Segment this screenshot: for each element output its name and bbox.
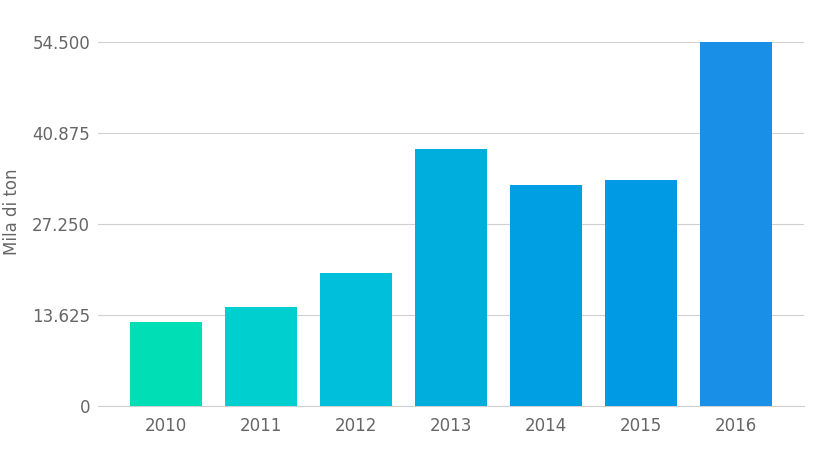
Bar — [699, 42, 771, 406]
Y-axis label: Mila di ton: Mila di ton — [2, 169, 20, 255]
Bar — [415, 148, 486, 406]
Bar — [130, 322, 201, 406]
Bar — [225, 307, 296, 406]
Bar — [604, 180, 676, 406]
Bar — [509, 185, 581, 406]
Bar — [320, 273, 391, 406]
